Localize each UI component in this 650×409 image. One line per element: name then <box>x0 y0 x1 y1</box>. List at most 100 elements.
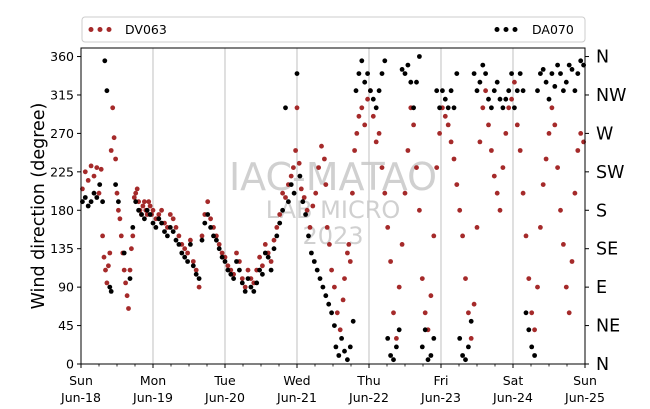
data-point-da070 <box>303 212 308 217</box>
legend-item-da070: DA070 <box>494 22 574 37</box>
data-point-dv063 <box>500 165 506 171</box>
data-point-da070 <box>225 267 231 273</box>
x-tick-label-date: Jun-23 <box>420 390 461 405</box>
data-point-dv063 <box>370 113 376 119</box>
data-point-da070 <box>359 58 365 64</box>
data-point-da070 <box>254 280 260 286</box>
data-point-dv063 <box>133 190 139 196</box>
data-point-da070 <box>127 276 133 281</box>
legend-marker-dv063 <box>106 27 112 32</box>
data-point-dv063 <box>113 156 118 162</box>
data-point-dv063 <box>313 190 319 196</box>
data-point-dv063 <box>474 225 480 230</box>
data-point-dv063 <box>117 216 123 222</box>
data-point-da070 <box>170 229 176 235</box>
data-point-da070 <box>448 88 454 94</box>
data-point-da070 <box>402 71 408 76</box>
data-point-da070 <box>350 318 356 324</box>
data-point-dv063 <box>334 310 340 316</box>
data-point-da070 <box>100 199 105 205</box>
data-point-da070 <box>353 88 359 94</box>
data-point-dv063 <box>468 336 474 341</box>
data-point-da070 <box>257 267 262 273</box>
data-point-dv063 <box>552 122 558 128</box>
data-point-dv063 <box>520 190 526 196</box>
data-point-da070 <box>173 237 179 243</box>
data-point-dv063 <box>130 233 136 239</box>
data-point-dv063 <box>566 310 572 316</box>
data-point-dv063 <box>555 165 560 171</box>
data-point-dv063 <box>540 182 546 188</box>
data-point-da070 <box>167 225 173 230</box>
data-point-dv063 <box>391 310 396 316</box>
data-point-dv063 <box>422 310 428 316</box>
data-point-da070 <box>558 71 563 76</box>
data-point-da070 <box>451 105 457 111</box>
data-point-da070 <box>520 88 526 94</box>
data-point-dv063 <box>486 122 491 128</box>
data-point-da070 <box>147 212 153 217</box>
data-point-dv063 <box>104 280 110 286</box>
data-point-da070 <box>332 323 337 328</box>
data-point-da070 <box>202 220 208 226</box>
legend-marker-da070 <box>494 27 500 32</box>
data-point-dv063 <box>106 263 111 269</box>
data-point-da070 <box>368 88 373 94</box>
data-point-dv063 <box>134 186 140 192</box>
data-point-dv063 <box>382 190 388 196</box>
data-point-da070 <box>88 199 94 205</box>
legend-marker-da070 <box>512 27 518 32</box>
data-point-dv063 <box>365 96 370 102</box>
data-point-dv063 <box>575 148 581 153</box>
data-point-da070 <box>199 237 205 243</box>
data-point-dv063 <box>569 259 575 264</box>
data-point-dv063 <box>563 284 569 290</box>
data-point-dv063 <box>268 259 274 264</box>
data-point-da070 <box>391 357 396 363</box>
data-point-da070 <box>205 212 211 217</box>
data-point-dv063 <box>561 242 566 247</box>
data-point-da070 <box>385 336 391 341</box>
data-point-da070 <box>549 71 555 76</box>
data-point-dv063 <box>376 131 382 136</box>
data-point-da070 <box>428 353 434 358</box>
data-point-da070 <box>489 105 494 111</box>
legend-label-da070: DA070 <box>532 22 574 37</box>
data-point-dv063 <box>319 143 324 149</box>
data-point-da070 <box>506 88 512 94</box>
data-point-da070 <box>326 301 332 307</box>
data-point-da070 <box>535 88 540 94</box>
y-tick-label: 45 <box>58 318 74 333</box>
data-point-dv063 <box>503 131 509 136</box>
data-point-da070 <box>320 284 326 290</box>
data-point-dv063 <box>506 105 512 111</box>
data-point-dv063 <box>190 259 196 264</box>
compass-axis: N NE E SE S SW W NW N <box>585 48 626 375</box>
data-point-dv063 <box>405 148 411 153</box>
data-point-da070 <box>440 88 445 94</box>
data-point-da070 <box>188 242 193 247</box>
data-point-da070 <box>251 289 257 294</box>
data-point-da070 <box>347 344 353 350</box>
data-point-dv063 <box>101 254 107 260</box>
data-point-dv063 <box>532 327 537 333</box>
data-point-dv063 <box>127 267 133 273</box>
data-point-da070 <box>222 259 228 264</box>
data-point-dv063 <box>434 165 440 171</box>
data-point-dv063 <box>517 148 523 153</box>
data-point-da070 <box>437 105 442 111</box>
data-point-dv063 <box>379 165 385 171</box>
data-point-dv063 <box>293 148 298 153</box>
data-point-dv063 <box>352 148 357 153</box>
compass-tick-label: E <box>596 278 607 298</box>
data-point-da070 <box>555 62 560 68</box>
data-point-dv063 <box>142 199 147 205</box>
data-point-da070 <box>196 276 202 281</box>
data-point-da070 <box>268 267 274 273</box>
x-tick-label-weekday: Wed <box>283 373 310 388</box>
compass-tick-label: SE <box>596 240 618 260</box>
watermark-line-3: 2023 <box>302 222 363 250</box>
data-point-da070 <box>234 259 239 264</box>
data-point-da070 <box>457 336 463 341</box>
data-point-dv063 <box>538 225 543 230</box>
